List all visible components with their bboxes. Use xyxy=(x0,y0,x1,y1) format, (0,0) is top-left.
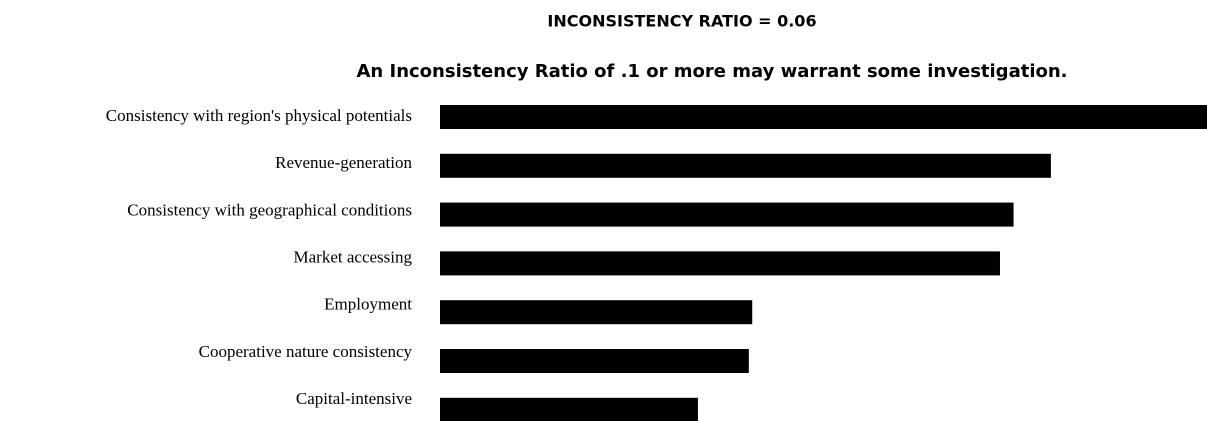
bar xyxy=(440,153,1051,178)
bar xyxy=(440,105,1207,129)
bar xyxy=(440,397,698,421)
bar xyxy=(440,349,749,373)
bar xyxy=(440,251,1000,276)
category-label: Market accessing xyxy=(294,248,413,267)
bar xyxy=(440,300,753,325)
category-label: Cooperative nature consistency xyxy=(199,342,413,361)
category-label: Consistency with geographical conditions xyxy=(127,200,412,219)
chart-subtitle: An Inconsistency Ratio of .1 or more may… xyxy=(356,61,1067,82)
category-label: Capital-intensive xyxy=(296,389,412,408)
category-label: Revenue-generation xyxy=(275,153,412,172)
category-label: Employment xyxy=(324,295,412,314)
chart-title: INCONSISTENCY RATIO = 0.06 xyxy=(547,12,816,31)
bar xyxy=(440,202,1014,227)
category-label: Consistency with region's physical poten… xyxy=(106,106,412,125)
